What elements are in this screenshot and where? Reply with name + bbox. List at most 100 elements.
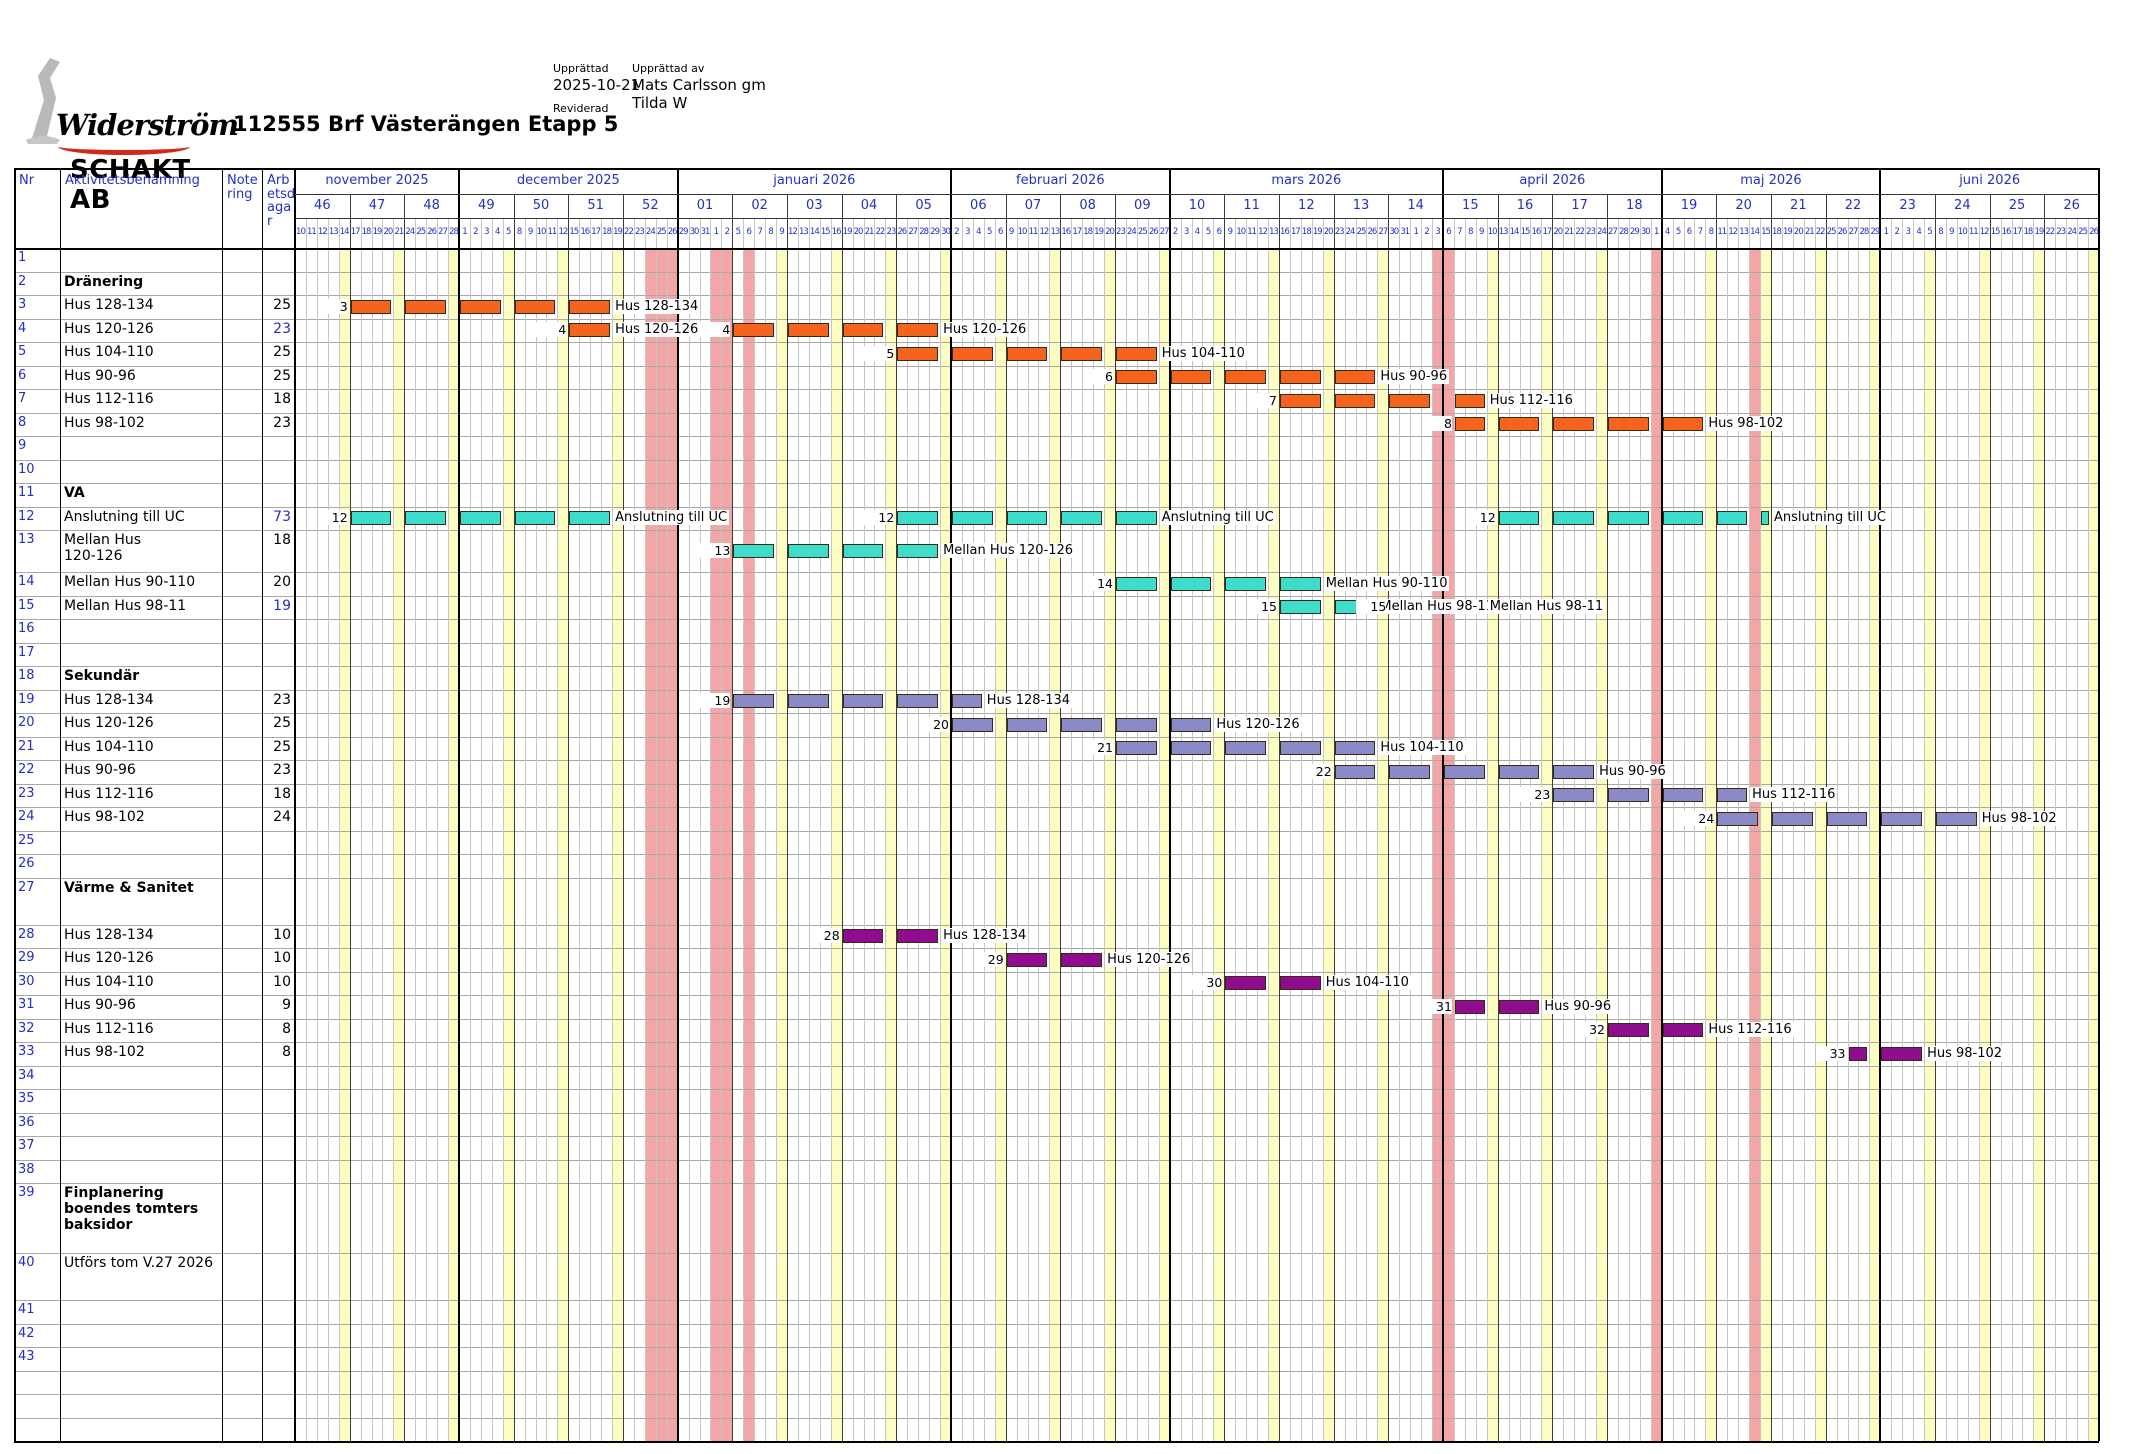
task-bar: [1334, 370, 1376, 385]
month-gridline: [2098, 168, 2100, 1441]
day-gridline: [743, 218, 745, 1441]
row-line: [14, 948, 2099, 949]
day-number: 24: [1126, 227, 1137, 237]
week-number: 14: [1407, 198, 1424, 213]
day-gridline: [1847, 218, 1849, 1441]
day-gridline: [2033, 218, 2035, 1441]
workdays-value: 10: [273, 973, 291, 990]
task-row-number: 20: [919, 716, 949, 732]
task-bar: [952, 346, 993, 361]
day-gridline: [2000, 218, 2002, 1441]
day-number: 19: [1782, 227, 1793, 237]
day-number: 18: [1301, 227, 1312, 237]
day-gridline: [1366, 218, 1368, 1441]
row-number: 11: [18, 485, 35, 500]
task-bar-label: Hus 98-102: [1979, 810, 2059, 826]
week-number: 08: [1079, 198, 1096, 213]
col-header-activity: Aktivitetsbenämning: [65, 173, 200, 188]
row-line: [14, 807, 2099, 808]
holiday-band: [1650, 248, 1662, 1441]
row-number: 37: [18, 1138, 35, 1153]
task-bar-label: Hus 128-134: [613, 298, 701, 314]
activity-name: Hus 104-110: [64, 973, 154, 990]
row-line: [14, 854, 2099, 855]
task-bar-label: Hus 128-134: [984, 693, 1073, 709]
row-line: [14, 342, 2099, 343]
week-gridline: [1115, 194, 1116, 1441]
task-row-number: 4: [536, 322, 567, 338]
day-number: 5: [1675, 227, 1681, 237]
day-gridline: [1585, 218, 1587, 1441]
row-line: [14, 642, 2099, 644]
week-gridline: [1716, 194, 1718, 1441]
friday-band: [1213, 248, 1225, 1441]
row-line: [14, 995, 2099, 996]
task-bar: [1280, 393, 1321, 408]
week-gridline: [1333, 194, 1335, 1441]
day-gridline: [1738, 218, 1740, 1441]
day-number: 30: [941, 227, 951, 237]
task-bar: [1116, 717, 1157, 732]
day-number: 2: [473, 227, 478, 237]
day-number: 23: [1334, 227, 1345, 237]
row-line: [14, 1042, 2099, 1043]
day-gridline: [316, 218, 318, 1441]
week-gridline: [1279, 194, 1280, 1441]
day-number: 26: [897, 227, 907, 237]
row-line: [14, 1159, 2099, 1161]
holiday-band: [655, 248, 667, 1441]
workdays-value: 23: [273, 762, 291, 778]
row-line: [14, 713, 2099, 714]
month-gridline: [1442, 168, 1444, 1441]
task-bar-label: Hus 90-96: [1378, 369, 1450, 385]
task-bar: [350, 299, 392, 314]
day-number: 19: [613, 227, 623, 237]
friday-band: [1541, 248, 1553, 1441]
week-gridline: [1552, 194, 1554, 1441]
day-gridline: [1027, 218, 1029, 1441]
task-bar: [733, 694, 775, 709]
day-number: 4: [1664, 227, 1670, 237]
table-column-border: [222, 168, 223, 1441]
day-gridline: [776, 218, 778, 1441]
week-number: 18: [1626, 198, 1643, 213]
task-bar: [1662, 511, 1704, 526]
activity-name: Hus 128-134: [64, 691, 154, 708]
day-gridline: [1377, 218, 1379, 1441]
day-number: 13: [328, 227, 339, 237]
day-number: 23: [886, 227, 896, 237]
task-bar: [733, 544, 775, 558]
day-gridline: [754, 218, 756, 1441]
activity-name: Mellan Hus 90-110: [64, 574, 196, 590]
day-gridline: [797, 218, 799, 1441]
day-number: 27: [1159, 227, 1170, 237]
day-number: 9: [527, 227, 533, 237]
row-number: 32: [18, 1020, 35, 1036]
day-number: 22: [624, 227, 634, 237]
activity-name: Mellan Hus 98-11: [64, 597, 187, 614]
row-number: 2: [18, 273, 27, 289]
day-number: 17: [2012, 227, 2023, 237]
day-number: 29: [930, 227, 940, 237]
row-number: 4: [18, 320, 27, 336]
friday-band: [338, 248, 350, 1441]
friday-band: [994, 248, 1006, 1441]
week-gridline: [1935, 194, 1936, 1441]
row-line: [14, 760, 2099, 761]
day-number: 16: [1280, 227, 1290, 237]
task-bar: [1498, 417, 1540, 432]
row-line: [14, 318, 2099, 320]
task-row-number: 15: [1356, 599, 1387, 615]
day-gridline: [437, 218, 439, 1441]
task-bar: [1454, 999, 1485, 1014]
created-label: Upprättad: [553, 62, 609, 75]
task-row-number: 13: [700, 543, 731, 558]
week-number: 25: [2008, 198, 2026, 213]
day-gridline: [1814, 218, 1816, 1441]
task-bar: [1334, 393, 1376, 408]
day-number: 3: [1905, 227, 1910, 237]
week-number: 46: [314, 198, 331, 213]
row-line: [14, 689, 2099, 691]
day-gridline: [1650, 218, 1652, 1441]
task-bar-label: Hus 104-110: [1323, 975, 1411, 991]
